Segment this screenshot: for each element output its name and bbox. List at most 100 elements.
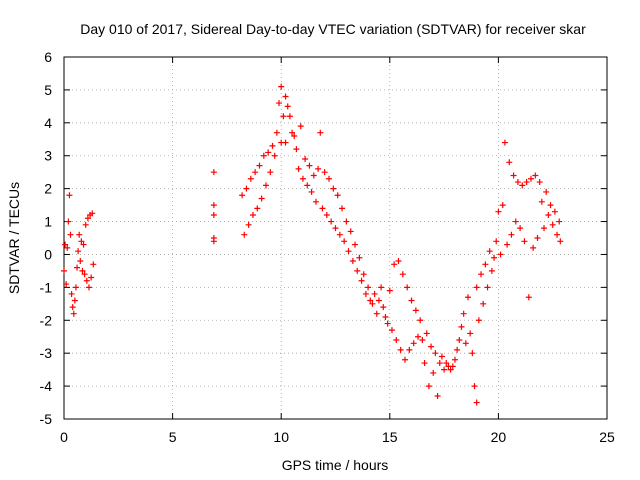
- data-point: [328, 218, 335, 225]
- data-point: [423, 330, 430, 337]
- data-point: [310, 172, 317, 179]
- data-point: [81, 271, 88, 278]
- data-point: [504, 241, 511, 248]
- x-tick-label: 25: [599, 429, 615, 445]
- y-tick-label: 1: [44, 214, 52, 230]
- data-point: [210, 169, 217, 176]
- x-tick-label: 20: [491, 429, 507, 445]
- data-point: [286, 113, 293, 120]
- data-point: [475, 317, 482, 324]
- axis-ticks: 0 5 10 15 20 25 -5 -4 -3 -2 -1 0 1 2 3 4 5 6: [40, 49, 615, 445]
- data-point: [299, 175, 306, 182]
- data-point: [79, 267, 86, 274]
- data-point: [367, 297, 374, 304]
- data-point: [330, 185, 337, 192]
- data-point: [293, 146, 300, 153]
- data-point: [397, 346, 404, 353]
- plot-frame: [63, 56, 608, 420]
- data-point: [258, 195, 265, 202]
- data-point: [438, 353, 445, 360]
- data-point: [239, 192, 246, 199]
- data-point: [362, 290, 369, 297]
- data-point: [402, 356, 409, 363]
- data-point: [336, 231, 343, 238]
- data-point: [276, 100, 283, 107]
- data-point: [408, 297, 415, 304]
- data-point: [65, 218, 72, 225]
- data-point: [532, 172, 539, 179]
- data-point: [354, 267, 361, 274]
- data-point: [473, 284, 480, 291]
- data-point: [349, 258, 356, 265]
- data-point: [312, 198, 319, 205]
- data-point: [284, 103, 291, 110]
- y-tick-label: 6: [44, 49, 52, 65]
- data-point: [473, 399, 480, 406]
- data-point: [373, 310, 380, 317]
- data-point: [84, 215, 91, 222]
- data-point: [74, 264, 81, 271]
- data-point: [412, 307, 419, 314]
- data-point: [491, 254, 498, 261]
- data-point: [541, 225, 548, 232]
- data-point: [471, 383, 478, 390]
- data-point: [482, 261, 489, 268]
- y-tick-label: -1: [40, 279, 53, 295]
- data-point: [486, 248, 493, 255]
- data-point: [519, 182, 526, 189]
- data-point: [386, 287, 393, 294]
- data-point: [90, 261, 97, 268]
- data-point: [378, 284, 385, 291]
- data-point: [434, 392, 441, 399]
- data-point: [543, 188, 550, 195]
- data-point: [282, 139, 289, 146]
- data-point: [388, 327, 395, 334]
- data-point: [343, 218, 350, 225]
- data-point: [249, 211, 256, 218]
- data-point: [325, 175, 332, 182]
- data-point: [282, 93, 289, 100]
- data-point: [554, 231, 561, 238]
- data-point: [269, 142, 276, 149]
- data-point: [547, 202, 554, 209]
- data-point: [80, 241, 87, 248]
- x-axis-label: GPS time / hours: [282, 457, 389, 473]
- data-point: [517, 225, 524, 232]
- y-tick-label: -4: [40, 378, 53, 394]
- data-point: [497, 251, 504, 258]
- data-point: [421, 360, 428, 367]
- data-point: [308, 188, 315, 195]
- data-point: [315, 165, 322, 172]
- data-point: [210, 202, 217, 209]
- data-point: [425, 383, 432, 390]
- y-tick-label: -2: [40, 312, 53, 328]
- data-point: [454, 346, 461, 353]
- data-point: [280, 113, 287, 120]
- data-point: [415, 333, 422, 340]
- data-point: [319, 205, 326, 212]
- data-point: [447, 366, 454, 373]
- data-point: [352, 241, 359, 248]
- data-point: [545, 211, 552, 218]
- data-point: [382, 313, 389, 320]
- data-point: [64, 244, 71, 251]
- data-point: [306, 162, 313, 169]
- data-point: [68, 290, 75, 297]
- data-point: [514, 179, 521, 186]
- data-point: [506, 159, 513, 166]
- data-point: [484, 284, 491, 291]
- data-point: [321, 169, 328, 176]
- data-point: [436, 360, 443, 367]
- data-point: [365, 284, 372, 291]
- data-point: [523, 179, 530, 186]
- data-point: [525, 294, 532, 301]
- data-point: [241, 231, 248, 238]
- y-axis-label: SDTVAR / TECUs: [6, 182, 22, 294]
- data-point: [510, 172, 517, 179]
- data-point: [371, 290, 378, 297]
- data-point: [384, 320, 391, 327]
- data-point: [210, 211, 217, 218]
- data-point: [419, 337, 426, 344]
- y-tick-label: 2: [44, 181, 52, 197]
